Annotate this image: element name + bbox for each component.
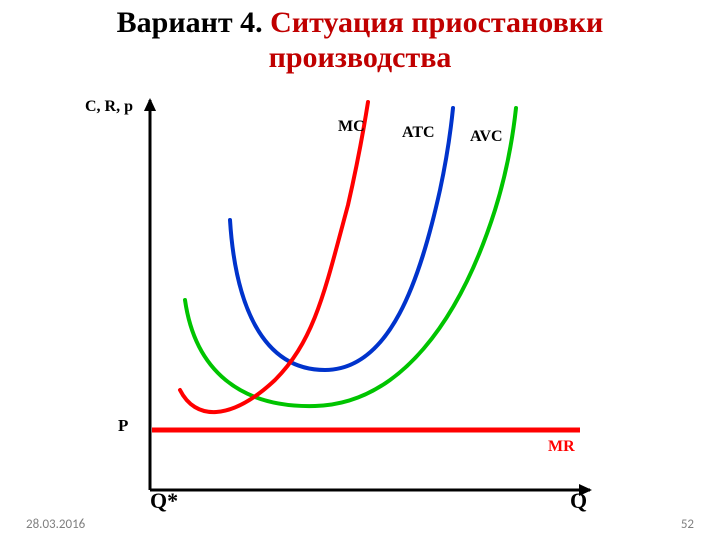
p-label: P (118, 416, 128, 436)
curves-group (180, 102, 516, 412)
footer-date: 28.03.2016 (26, 517, 85, 532)
footer-page-number: 52 (681, 517, 694, 532)
title-main-1: Ситуация приостановки (270, 6, 603, 39)
title-main-2: производства (269, 41, 452, 74)
mr-label: MR (548, 438, 575, 456)
avc-label: AVC (470, 128, 503, 146)
atc-label: ATC (402, 124, 435, 142)
slide-title: Вариант 4. Ситуация приостановки произво… (0, 6, 720, 75)
axes (144, 98, 592, 496)
cost-curves-chart: C, R, p Q Q* P MR MC ATC AVC (100, 90, 620, 510)
x-axis-label: Q (570, 488, 587, 514)
q-star-label: Q* (150, 488, 178, 514)
mc-label: MC (338, 118, 365, 136)
title-prefix: Вариант 4. (117, 6, 271, 39)
chart-svg (100, 90, 620, 510)
y-axis-label: C, R, p (85, 98, 133, 116)
